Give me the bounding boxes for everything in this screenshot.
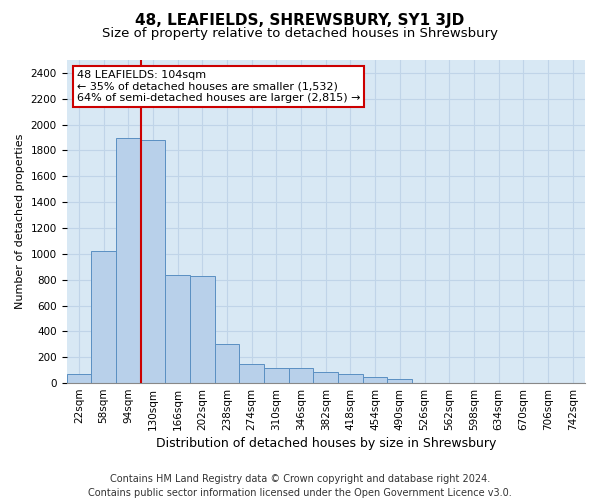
Bar <box>215 344 239 383</box>
Text: Size of property relative to detached houses in Shrewsbury: Size of property relative to detached ho… <box>102 28 498 40</box>
Bar <box>239 364 264 383</box>
Text: Contains HM Land Registry data © Crown copyright and database right 2024.
Contai: Contains HM Land Registry data © Crown c… <box>88 474 512 498</box>
Y-axis label: Number of detached properties: Number of detached properties <box>15 134 25 309</box>
Text: 48 LEAFIELDS: 104sqm
← 35% of detached houses are smaller (1,532)
64% of semi-de: 48 LEAFIELDS: 104sqm ← 35% of detached h… <box>77 70 361 103</box>
Bar <box>338 374 363 383</box>
Bar <box>190 276 215 383</box>
Bar <box>363 376 388 383</box>
Bar <box>264 368 289 383</box>
Bar <box>388 379 412 383</box>
Bar <box>67 374 91 383</box>
Bar <box>165 274 190 383</box>
Bar <box>140 140 165 383</box>
Text: 48, LEAFIELDS, SHREWSBURY, SY1 3JD: 48, LEAFIELDS, SHREWSBURY, SY1 3JD <box>136 12 464 28</box>
Bar <box>91 252 116 383</box>
Bar <box>313 372 338 383</box>
X-axis label: Distribution of detached houses by size in Shrewsbury: Distribution of detached houses by size … <box>155 437 496 450</box>
Bar <box>116 138 140 383</box>
Bar <box>289 368 313 383</box>
